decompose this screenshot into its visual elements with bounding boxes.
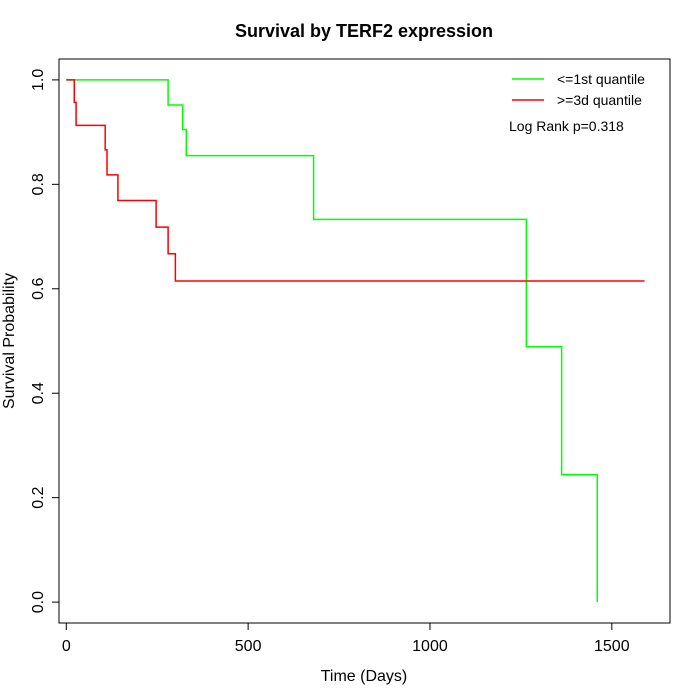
y-tick-label: 0.6: [30, 278, 47, 300]
series-line-1: [66, 79, 599, 603]
y-tick-label: 0.0: [30, 591, 47, 613]
x-tick-label: 1000: [412, 638, 448, 655]
series-line-2: [66, 79, 645, 282]
x-tick-label: 0: [62, 638, 71, 655]
legend: <=1st quantile >=3d quantile: [512, 71, 645, 108]
x-tick-label: 1500: [594, 638, 630, 655]
y-axis: 0.0 0.2 0.4 0.6 0.8 1.0: [30, 69, 60, 613]
series-layer: [66, 79, 645, 603]
y-tick-label: 1.0: [30, 69, 47, 91]
y-tick-label: 0.8: [30, 173, 47, 195]
legend-label: <=1st quantile: [557, 71, 645, 87]
log-rank-annotation: Log Rank p=0.318: [509, 118, 624, 134]
x-tick-label: 500: [235, 638, 262, 655]
y-axis-label: Survival Probability: [1, 273, 18, 409]
legend-label: >=3d quantile: [557, 92, 642, 108]
y-tick-label: 0.2: [30, 486, 47, 508]
plot-frame: [58, 58, 671, 624]
chart-title: Survival by TERF2 expression: [235, 21, 493, 41]
x-axis: 0 500 1000 1500: [62, 622, 630, 655]
x-axis-label: Time (Days): [321, 668, 408, 685]
y-tick-label: 0.4: [30, 382, 47, 404]
